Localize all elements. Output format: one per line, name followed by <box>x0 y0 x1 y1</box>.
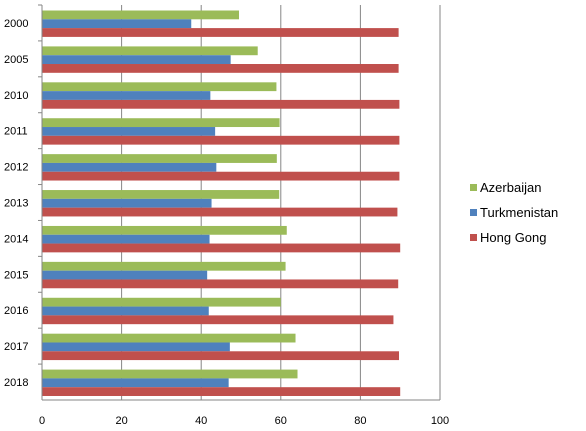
bars <box>42 10 401 396</box>
y-tick-label: 2010 <box>4 90 28 102</box>
bar-azerbaijan-2017 <box>42 333 296 343</box>
bar-hong-gong-2016 <box>42 315 394 325</box>
bar-azerbaijan-2000 <box>42 10 240 20</box>
legend-label-turkmenistan: Turkmenistan <box>480 205 558 220</box>
y-tick-label: 2012 <box>4 162 28 174</box>
x-tick-label: 80 <box>354 415 366 427</box>
bar-turkmenistan-2011 <box>42 127 216 136</box>
x-tick-label: 60 <box>275 415 287 427</box>
y-tick-label: 2017 <box>4 341 28 353</box>
bar-azerbaijan-2010 <box>42 82 277 92</box>
y-tick-label: 2018 <box>4 377 28 389</box>
bar-turkmenistan-2016 <box>42 306 209 316</box>
y-tick-label: 2013 <box>4 198 28 210</box>
bar-hong-gong-2013 <box>42 207 398 217</box>
bar-azerbaijan-2011 <box>42 118 280 128</box>
x-tick-label: 40 <box>195 415 207 427</box>
legend-swatch-hong-gong <box>470 234 477 241</box>
bar-hong-gong-2015 <box>42 279 399 289</box>
bar-hong-gong-2012 <box>42 171 400 181</box>
bar-hong-gong-2017 <box>42 351 400 361</box>
bar-azerbaijan-2014 <box>42 225 287 235</box>
x-tick-label: 20 <box>115 415 127 427</box>
y-tick-label: 2015 <box>4 269 28 281</box>
y-tick-label: 2014 <box>4 233 28 245</box>
bar-hong-gong-2011 <box>42 135 400 145</box>
legend-label-azerbaijan: Azerbaijan <box>480 180 541 195</box>
y-tick-label: 2016 <box>4 305 28 317</box>
bar-turkmenistan-2012 <box>42 162 217 172</box>
bar-hong-gong-2010 <box>42 99 400 109</box>
bar-hong-gong-2005 <box>42 64 399 73</box>
y-tick-label: 2000 <box>4 18 28 30</box>
bar-azerbaijan-2018 <box>42 369 298 379</box>
bar-hong-gong-2014 <box>42 243 401 253</box>
x-tick-label: 0 <box>39 415 45 427</box>
y-tick-label: 2005 <box>4 54 28 66</box>
bar-turkmenistan-2013 <box>42 198 212 208</box>
x-tick-label: 100 <box>431 415 449 427</box>
bar-azerbaijan-2015 <box>42 261 286 271</box>
legend-swatch-azerbaijan <box>470 184 477 191</box>
bar-azerbaijan-2016 <box>42 297 281 307</box>
bar-turkmenistan-2018 <box>42 378 229 388</box>
bar-azerbaijan-2013 <box>42 190 280 199</box>
bar-turkmenistan-2017 <box>42 342 230 352</box>
bar-hong-gong-2000 <box>42 28 399 37</box>
bar-azerbaijan-2012 <box>42 154 277 163</box>
y-tick-label: 2011 <box>4 126 28 138</box>
bar-turkmenistan-2000 <box>42 19 192 29</box>
legend-label-hong-gong: Hong Gong <box>480 230 547 245</box>
bar-azerbaijan-2005 <box>42 46 258 56</box>
bar-turkmenistan-2010 <box>42 91 211 100</box>
bar-turkmenistan-2015 <box>42 270 208 280</box>
bar-hong-gong-2018 <box>42 387 401 396</box>
legend-swatch-turkmenistan <box>470 209 477 216</box>
bar-turkmenistan-2014 <box>42 234 210 244</box>
bar-turkmenistan-2005 <box>42 55 231 65</box>
legend: Azerbaijan Turkmenistan Hong Gong <box>470 180 558 245</box>
axes: 0 20 40 60 80 100 2000 2005 2010 2011 2012 2013 2014… <box>4 4 449 427</box>
